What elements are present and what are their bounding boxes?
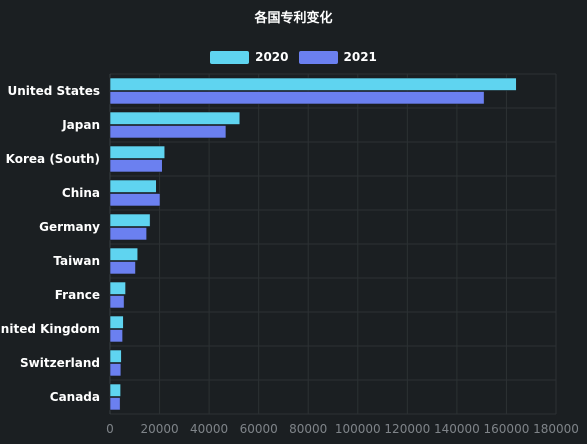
legend-swatch-2021 xyxy=(298,50,338,64)
bar-2020 xyxy=(109,383,121,397)
x-tick-label: 0 xyxy=(106,422,114,436)
x-tick-label: 180000 xyxy=(533,422,579,436)
category-label: France xyxy=(55,288,100,302)
chart-legend: 2020 2021 xyxy=(0,50,587,64)
legend-item-2020[interactable]: 2020 xyxy=(210,50,289,64)
legend-label-2021: 2021 xyxy=(343,50,377,64)
category-label: United Kingdom xyxy=(0,322,100,336)
x-tick-label: 120000 xyxy=(384,422,430,436)
chart-title: 各国专利变化 xyxy=(254,11,333,26)
bar-2020 xyxy=(109,281,126,295)
bar-2020 xyxy=(109,315,124,329)
x-tick-label: 60000 xyxy=(240,422,278,436)
bar-2021 xyxy=(109,159,163,173)
x-tick-label: 160000 xyxy=(484,422,530,436)
bar-2021 xyxy=(109,397,121,411)
category-label: Korea (South) xyxy=(6,152,100,166)
bar-2021 xyxy=(109,363,122,377)
legend-label-2020: 2020 xyxy=(255,50,289,64)
category-label: Switzerland xyxy=(20,356,100,370)
category-label: Germany xyxy=(39,220,100,234)
category-label: United States xyxy=(7,84,100,98)
bar-2020 xyxy=(109,111,241,125)
bar-2020 xyxy=(109,213,151,227)
bar-2020 xyxy=(109,77,517,91)
legend-item-2021[interactable]: 2021 xyxy=(298,50,377,64)
x-tick-label: 140000 xyxy=(434,422,480,436)
bar-2020 xyxy=(109,179,157,193)
bar-2021 xyxy=(109,193,161,207)
bar-2021 xyxy=(109,227,147,241)
category-label: China xyxy=(62,186,100,200)
x-tick-label: 40000 xyxy=(190,422,228,436)
x-tick-label: 20000 xyxy=(140,422,178,436)
bar-2020 xyxy=(109,247,139,261)
category-label: Japan xyxy=(61,118,100,132)
category-label: Taiwan xyxy=(53,254,100,268)
category-label: Canada xyxy=(50,390,100,404)
x-tick-label: 100000 xyxy=(335,422,381,436)
bar-2021 xyxy=(109,329,123,343)
bar-2020 xyxy=(109,145,166,159)
bar-2021 xyxy=(109,295,125,309)
bar-2021 xyxy=(109,91,485,105)
bar-2020 xyxy=(109,349,122,363)
legend-swatch-2020 xyxy=(210,50,250,64)
bar-2021 xyxy=(109,125,227,139)
bar-2021 xyxy=(109,261,136,275)
x-tick-label: 80000 xyxy=(289,422,327,436)
